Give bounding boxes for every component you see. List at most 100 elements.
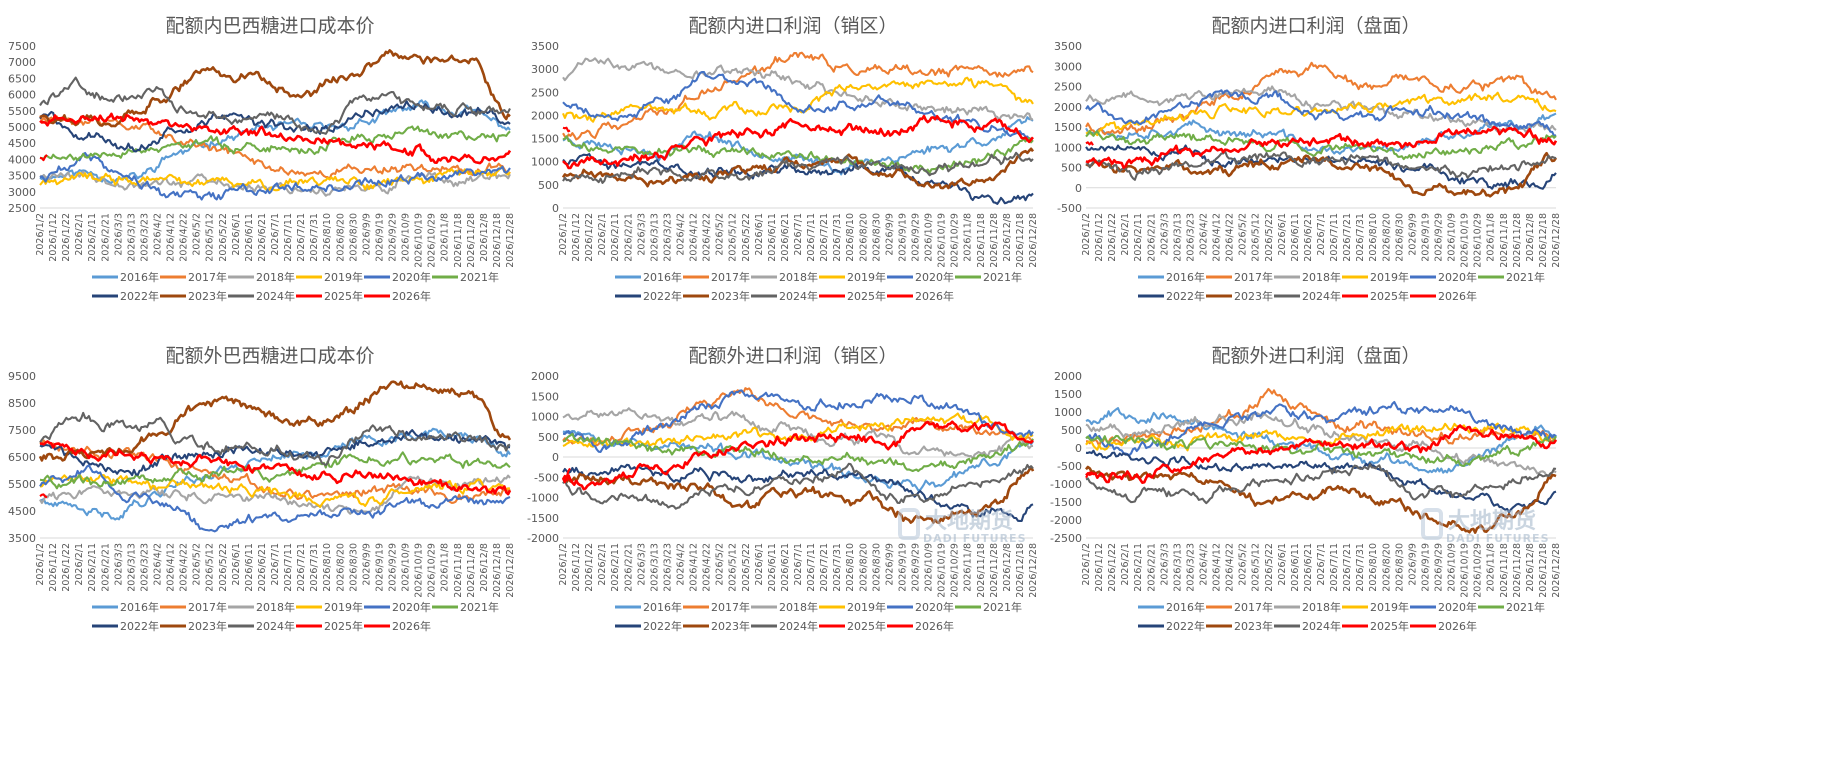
y-tick-label: -1000 — [1050, 478, 1082, 491]
x-tick-label: 2026/4/12 — [1212, 213, 1223, 262]
y-tick-label: 6500 — [8, 451, 36, 464]
x-tick-label: 2026/3/3 — [636, 213, 647, 256]
legend-label: 2020年 — [1438, 600, 1477, 614]
x-tick-label: 2026/11/18 — [976, 543, 987, 598]
x-tick-label: 2026/8/10 — [845, 543, 856, 592]
x-tick-label: 2026/2/1 — [597, 213, 608, 256]
chart-panel-5: 配额外进口利润（销区） -2000 -1500 -1000 -500 0 500 1000 15… — [527, 345, 1039, 633]
legend-label: 2021年 — [1506, 270, 1545, 284]
watermark-mark — [898, 508, 920, 540]
legend-label: 2022年 — [120, 289, 159, 303]
x-tick-label: 2026/12/8 — [479, 213, 490, 262]
y-tick-label: 7500 — [8, 40, 36, 53]
x-tick-label: 2026/12/8 — [1525, 543, 1536, 592]
x-tick-label: 2026/4/2 — [676, 213, 687, 256]
series-line-2019年 — [39, 166, 511, 192]
legend-label: 2022年 — [1166, 289, 1205, 303]
series-line-2021年 — [562, 432, 1034, 473]
series-line-2021年 — [1085, 434, 1557, 468]
legend-item: 2018年 — [751, 270, 818, 284]
x-tick-label: 2026/4/12 — [689, 543, 700, 592]
series-line-2018年 — [562, 407, 1034, 460]
y-tick-label: 3500 — [8, 170, 36, 183]
legend-label: 2019年 — [847, 600, 886, 614]
y-tick-label: 500 — [1061, 162, 1082, 175]
x-tick-label: 2026/5/12 — [728, 543, 739, 592]
y-tick-label: 0 — [1075, 182, 1082, 195]
x-tick-label: 2026/7/21 — [819, 543, 830, 592]
legend-label: 2017年 — [188, 270, 227, 284]
x-tick-label: 2026/6/11 — [244, 213, 255, 262]
x-tick-label: 2026/4/22 — [702, 543, 713, 592]
y-tick-label: 9500 — [8, 370, 36, 383]
legend-label: 2021年 — [1506, 600, 1545, 614]
legend-item: 2017年 — [160, 270, 227, 284]
x-tick-label: 2026/2/11 — [87, 543, 98, 592]
x-tick-label: 2026/5/12 — [1251, 543, 1262, 592]
legend-label: 2021年 — [983, 270, 1022, 284]
y-tick-label: 2000 — [1054, 101, 1082, 114]
x-tick-label: 2026/7/21 — [819, 213, 830, 262]
x-tick-label: 2026/2/21 — [1146, 543, 1157, 592]
series-line-2019年 — [39, 473, 511, 509]
x-tick-label: 2026/6/21 — [780, 213, 791, 262]
x-tick-label: 2026/11/18 — [1499, 543, 1510, 598]
series-line-2021年 — [1085, 130, 1557, 161]
y-tick-label: 0 — [552, 202, 559, 215]
series-line-2021年 — [40, 125, 511, 162]
legend-label: 2021年 — [460, 600, 499, 614]
legend-item: 2017年 — [683, 270, 750, 284]
legend-label: 2025年 — [324, 619, 363, 633]
x-tick-label: 2026/8/20 — [1381, 543, 1392, 592]
x-tick-label: 2026/10/29 — [427, 213, 438, 268]
legend-label: 2023年 — [711, 289, 750, 303]
legend-item: 2022年 — [92, 619, 159, 633]
legend-label: 2022年 — [120, 619, 159, 633]
legend-item: 2020年 — [887, 600, 954, 614]
x-tick-label: 2026/9/9 — [361, 213, 372, 256]
chart-panel-2: 配额内进口利润（销区） 0 500 1000 1500 2000 2500 3000 3500 2… — [531, 15, 1039, 303]
legend-item: 2026年 — [887, 619, 954, 633]
x-tick-label: 2026/5/22 — [741, 213, 752, 262]
x-tick-label: 2026/2/1 — [74, 213, 85, 256]
x-tick-label: 2026/2/21 — [623, 543, 634, 592]
x-tick-label: 2026/5/12 — [1251, 213, 1262, 262]
series-lines — [1084, 387, 1558, 534]
x-tick-label: 2026/6/21 — [1303, 543, 1314, 592]
x-tick-label: 2026/6/1 — [231, 213, 242, 256]
legend-label: 2017年 — [188, 600, 227, 614]
legend-item: 2021年 — [432, 270, 499, 284]
y-tick-label: -1500 — [1050, 496, 1082, 509]
x-tick-label: 2026/6/1 — [1277, 213, 1288, 256]
legend-label: 2018年 — [1302, 600, 1341, 614]
legend-item: 2020年 — [1410, 270, 1477, 284]
legend-item: 2023年 — [160, 619, 227, 633]
legend-item: 2017年 — [683, 600, 750, 614]
y-tick-label: 1500 — [1054, 388, 1082, 401]
x-tick-label: 2026/3/13 — [1172, 543, 1183, 592]
x-tick-label: 2026/7/31 — [1355, 213, 1366, 262]
x-tick-label: 2026/1/22 — [584, 543, 595, 592]
legend-item: 2024年 — [1274, 619, 1341, 633]
x-tick-label: 2026/1/12 — [571, 543, 582, 592]
legend-label: 2024年 — [1302, 289, 1341, 303]
y-tick-label: 4000 — [8, 153, 36, 166]
x-tick-label: 2026/9/19 — [374, 543, 385, 592]
legend-label: 2024年 — [779, 289, 818, 303]
x-tick-label: 2026/3/13 — [1172, 213, 1183, 262]
x-tick-label: 2026/12/8 — [1002, 213, 1013, 262]
x-tick-label: 2026/10/9 — [401, 213, 412, 262]
x-tick-label: 2026/7/1 — [270, 543, 281, 586]
y-tick-label: 1500 — [531, 390, 559, 403]
legend-label: 2023年 — [188, 619, 227, 633]
series-line-2018年 — [39, 474, 511, 515]
y-tick-label: 6000 — [8, 89, 36, 102]
x-tick-label: 2026/8/20 — [858, 543, 869, 592]
legend-item: 2020年 — [364, 600, 431, 614]
x-tick-label: 2026/9/29 — [911, 543, 922, 592]
x-tick-label: 2026/9/9 — [884, 543, 895, 586]
x-tick-label: 2026/12/8 — [479, 543, 490, 592]
x-tick-label: 2026/2/21 — [100, 213, 111, 262]
series-lines — [38, 380, 512, 533]
series-line-2020年 — [562, 70, 1034, 142]
